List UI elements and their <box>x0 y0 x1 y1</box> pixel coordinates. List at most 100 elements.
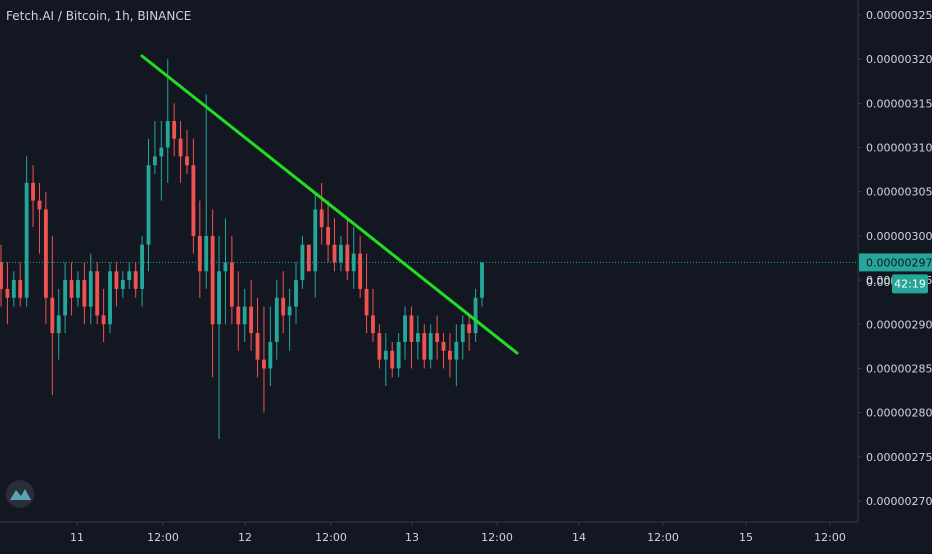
candle-body <box>140 244 145 289</box>
candle-body <box>229 262 234 307</box>
candle <box>140 235 145 307</box>
candle-body <box>268 341 273 369</box>
candle <box>95 262 100 325</box>
candle <box>274 280 279 360</box>
candle <box>229 235 234 325</box>
candle-body <box>120 280 125 289</box>
candle <box>383 333 388 387</box>
candle-body <box>204 235 209 272</box>
candle-body <box>249 306 254 334</box>
candle <box>242 288 247 342</box>
candle <box>0 244 3 307</box>
candle <box>101 288 106 342</box>
candle-body <box>313 209 318 272</box>
candle-body <box>358 253 363 289</box>
candle <box>172 103 177 157</box>
candle-body <box>473 297 478 334</box>
candle <box>165 59 170 183</box>
candle <box>178 121 183 183</box>
current-price-label: 0.00000297 <box>866 256 932 269</box>
candle <box>415 315 420 360</box>
candle-body <box>82 280 87 307</box>
chart-title: Fetch.AI / Bitcoin, 1h, BINANCE <box>6 9 192 23</box>
candle <box>428 324 433 369</box>
candle-body <box>63 280 68 316</box>
price-tick-label: 0.00000305 <box>866 186 932 199</box>
candle <box>223 218 228 325</box>
candle-body <box>332 244 337 263</box>
candle <box>56 288 61 360</box>
candle <box>319 182 324 245</box>
candle-body <box>108 271 112 325</box>
candle <box>37 182 42 254</box>
candle <box>390 341 395 378</box>
trendline[interactable] <box>140 54 519 355</box>
candle <box>18 262 23 307</box>
candle-body <box>467 324 472 334</box>
candle <box>210 209 215 378</box>
candle-body <box>5 288 10 298</box>
candle <box>351 227 356 289</box>
candle-body <box>435 333 440 342</box>
candle-body <box>210 235 215 325</box>
candle-body <box>165 121 170 148</box>
candle <box>396 333 401 378</box>
price-tick-label: 0.00000315 <box>866 97 932 110</box>
candle <box>268 306 273 387</box>
candle-body <box>262 359 266 369</box>
candle-body <box>197 235 202 272</box>
candle-body <box>422 333 427 360</box>
current-price-tag <box>859 253 932 272</box>
candle <box>448 333 452 378</box>
candle-body <box>403 315 407 342</box>
countdown-tag <box>892 274 928 294</box>
candle-body <box>326 227 331 245</box>
candle <box>409 306 414 369</box>
time-axis[interactable]: 11 12:00 12 12:00 13 12:00 14 12:00 15 12:00 <box>0 521 858 544</box>
candle <box>345 218 350 281</box>
candle <box>306 244 311 272</box>
price-tick-label: 0.00000285 <box>866 362 932 375</box>
candle-body <box>43 209 48 298</box>
candle <box>255 297 260 378</box>
candle <box>473 288 478 342</box>
price-axis[interactable]: 0.00000325 0.00000320 0.00000315 0.00000310… <box>857 0 932 522</box>
candle <box>88 253 93 325</box>
candle <box>63 262 68 334</box>
logo-icon[interactable] <box>6 480 34 508</box>
candle-body <box>454 341 459 360</box>
candle <box>204 94 209 289</box>
candle <box>120 271 125 298</box>
price-tick-label: 0.00000300 <box>866 230 932 243</box>
candle-body <box>319 209 324 228</box>
candle <box>313 191 318 298</box>
candle <box>460 315 465 360</box>
candle <box>114 262 119 307</box>
candle-body <box>396 341 401 369</box>
time-tick-label: 12:00 <box>481 531 513 544</box>
candle <box>159 121 164 201</box>
candle-body <box>338 244 343 263</box>
candles-layer <box>0 59 484 440</box>
candle-body <box>223 262 228 272</box>
candle-body <box>152 156 157 166</box>
candle-body <box>255 333 260 360</box>
candle-body <box>364 288 369 316</box>
candle-body <box>11 280 16 298</box>
candle <box>422 324 427 369</box>
logo-icon-mark <box>10 489 31 500</box>
time-tick-label: 12:00 <box>647 531 679 544</box>
price-tick-label: 0.00000310 <box>866 142 932 155</box>
candle <box>300 235 305 289</box>
candle <box>152 121 157 175</box>
candle-body <box>50 297 55 334</box>
time-tick-label: 12:00 <box>315 531 347 544</box>
candle-body <box>441 341 446 351</box>
candle-body <box>146 165 151 245</box>
candle <box>294 262 298 325</box>
candle <box>31 165 35 228</box>
candle-body <box>191 165 196 236</box>
candle-body <box>428 333 433 360</box>
